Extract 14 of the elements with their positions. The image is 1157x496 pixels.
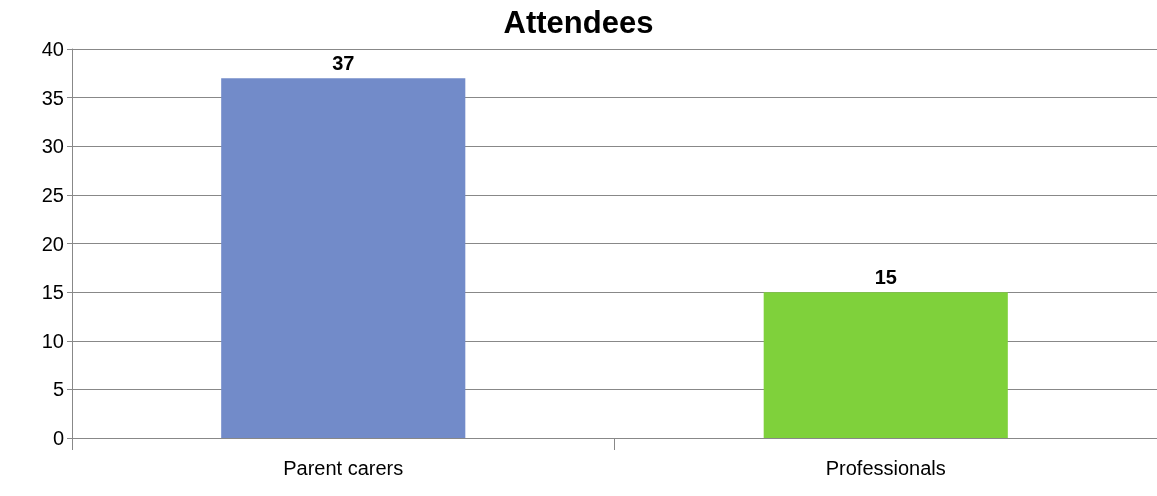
data-label: 15 [874,266,897,289]
y-tick-label: 10 [41,329,64,352]
y-tick-label: 25 [41,183,64,206]
data-label: 37 [332,52,355,75]
y-tick-label: 35 [41,86,64,109]
y-tick-label: 20 [41,232,64,255]
y-tick-label: 40 [41,38,64,60]
x-tick-label: Professionals [825,457,946,479]
y-tick-label: 0 [52,427,64,449]
y-tick-label: 5 [52,378,64,401]
x-tick-label: Parent carers [283,457,404,479]
chart-title: Attendees [503,5,654,40]
y-tick-label: 15 [41,281,64,304]
y-tick-label: 30 [41,135,64,158]
